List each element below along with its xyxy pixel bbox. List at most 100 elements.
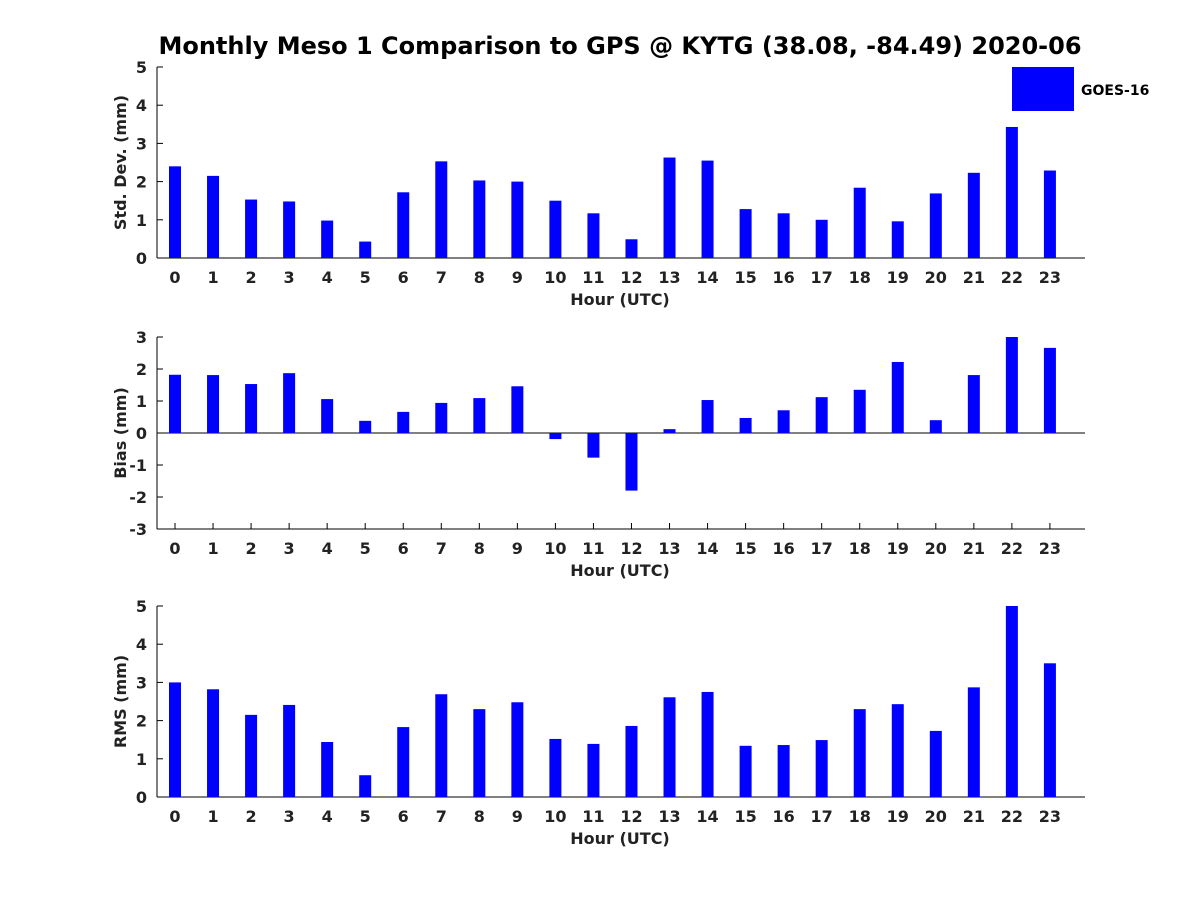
bias-xtick-label: 17 — [811, 539, 833, 558]
rms-ytick-label: 1 — [136, 750, 147, 769]
rms-xtick-label: 3 — [284, 807, 295, 826]
std-dev-ytick-label: 1 — [136, 211, 147, 230]
rms-bar-hour-13 — [663, 697, 676, 797]
rms-bar-hour-5 — [359, 775, 372, 797]
std-dev-xtick-label: 15 — [734, 268, 756, 287]
rms-bar-hour-15 — [739, 745, 752, 797]
std-dev-bar-hour-6 — [397, 192, 410, 258]
std-dev-xtick-label: 2 — [246, 268, 257, 287]
std-dev-bar-hour-13 — [663, 157, 676, 258]
rms-bar-hour-18 — [853, 709, 866, 797]
bias-bar-hour-16 — [777, 410, 790, 433]
std-dev-xtick-label: 17 — [811, 268, 833, 287]
rms-bar-hour-21 — [967, 687, 980, 797]
rms-bar-hour-4 — [321, 741, 334, 797]
bias-ytick-label: -1 — [129, 456, 147, 475]
rms-bar-hour-10 — [549, 738, 562, 797]
rms-xtick-label: 21 — [963, 807, 985, 826]
rms-xtick-label: 14 — [696, 807, 718, 826]
std-dev-bar-hour-10 — [549, 200, 562, 258]
std-dev-bar-hour-14 — [701, 160, 714, 258]
std-dev-bar-hour-15 — [739, 209, 752, 258]
bias-xtick-label: 21 — [963, 539, 985, 558]
std-dev-xtick-label: 3 — [284, 268, 295, 287]
std-dev-xtick-label: 5 — [360, 268, 371, 287]
bias-xtick-label: 11 — [582, 539, 604, 558]
std-dev-bar-hour-18 — [853, 187, 866, 258]
rms-xtick-label: 0 — [169, 807, 180, 826]
rms-ytick-label: 0 — [136, 788, 147, 807]
rms-bar-hour-1 — [207, 689, 220, 797]
rms-xtick-label: 8 — [474, 807, 485, 826]
rms-xtick-label: 1 — [207, 807, 218, 826]
rms-xtick-label: 12 — [620, 807, 642, 826]
std-dev-bar-hour-19 — [891, 221, 904, 258]
rms-bar-hour-19 — [891, 704, 904, 797]
rms-bar-hour-9 — [511, 702, 524, 797]
bias-bar-hour-5 — [359, 420, 372, 433]
std-dev-bar-hour-20 — [929, 193, 942, 258]
std-dev-xtick-label: 0 — [169, 268, 180, 287]
std-dev-bar-hour-22 — [1005, 126, 1018, 258]
rms-bar-hour-11 — [587, 743, 600, 797]
bias-bar-hour-3 — [283, 373, 296, 433]
bias-xtick-label: 7 — [436, 539, 447, 558]
bias-xtick-label: 22 — [1001, 539, 1023, 558]
rms-ytick-label: 2 — [136, 712, 147, 731]
bias-xtick-label: 18 — [849, 539, 871, 558]
std-dev-y-axis-label: Std. Dev. (mm) — [111, 95, 130, 230]
std-dev-xtick-label: 12 — [620, 268, 642, 287]
rms-ytick-label: 4 — [136, 635, 147, 654]
std-dev-bar-hour-5 — [359, 241, 372, 258]
bias-bar-hour-14 — [701, 400, 714, 433]
std-dev-bar-hour-4 — [321, 220, 334, 258]
bias-xtick-label: 23 — [1039, 539, 1061, 558]
std-dev-xtick-label: 19 — [887, 268, 909, 287]
std-dev-xtick-label: 20 — [925, 268, 947, 287]
rms-ytick-label: 3 — [136, 673, 147, 692]
bias-ytick-label: -2 — [129, 488, 147, 507]
rms-bar-hour-2 — [245, 714, 258, 797]
rms-xtick-label: 18 — [849, 807, 871, 826]
bias-bar-hour-8 — [473, 398, 486, 433]
rms-ytick-label: 5 — [136, 597, 147, 616]
rms-bar-hour-23 — [1043, 663, 1056, 797]
bias-bar-hour-19 — [891, 361, 904, 433]
bias-bar-hour-10 — [549, 433, 562, 440]
rms-bar-hour-17 — [815, 740, 828, 797]
rms-xtick-label: 19 — [887, 807, 909, 826]
std-dev-xtick-label: 21 — [963, 268, 985, 287]
bias-ytick-label: 2 — [136, 360, 147, 379]
bias-bar-hour-9 — [511, 386, 524, 433]
bias-bar-hour-21 — [967, 375, 980, 433]
std-dev-bar-hour-16 — [777, 213, 790, 258]
bias-bar-hour-13 — [663, 429, 676, 433]
bias-xtick-label: 16 — [773, 539, 795, 558]
bias-xtick-label: 12 — [620, 539, 642, 558]
std-dev-xtick-label: 14 — [696, 268, 718, 287]
bias-bar-hour-1 — [207, 375, 220, 433]
chart-title: Monthly Meso 1 Comparison to GPS @ KYTG … — [158, 32, 1081, 60]
rms-xtick-label: 15 — [734, 807, 756, 826]
bias-ytick-label: 1 — [136, 392, 147, 411]
bias-bar-hour-18 — [853, 389, 866, 433]
bias-bar-hour-2 — [245, 384, 258, 433]
std-dev-xtick-label: 9 — [512, 268, 523, 287]
std-dev-xtick-label: 10 — [544, 268, 566, 287]
bias-ytick-label: -3 — [129, 520, 147, 539]
rms-bar-hour-8 — [473, 709, 486, 797]
bias-xtick-label: 0 — [169, 539, 180, 558]
rms-xtick-label: 9 — [512, 807, 523, 826]
bias-xtick-label: 3 — [284, 539, 295, 558]
rms-bar-hour-16 — [777, 745, 790, 797]
std-dev-bar-hour-11 — [587, 213, 600, 258]
std-dev-bar-hour-17 — [815, 219, 828, 258]
rms-xtick-label: 10 — [544, 807, 566, 826]
bias-xtick-label: 10 — [544, 539, 566, 558]
rms-xtick-label: 20 — [925, 807, 947, 826]
bias-xtick-label: 4 — [322, 539, 333, 558]
bias-bar-hour-6 — [397, 411, 410, 433]
